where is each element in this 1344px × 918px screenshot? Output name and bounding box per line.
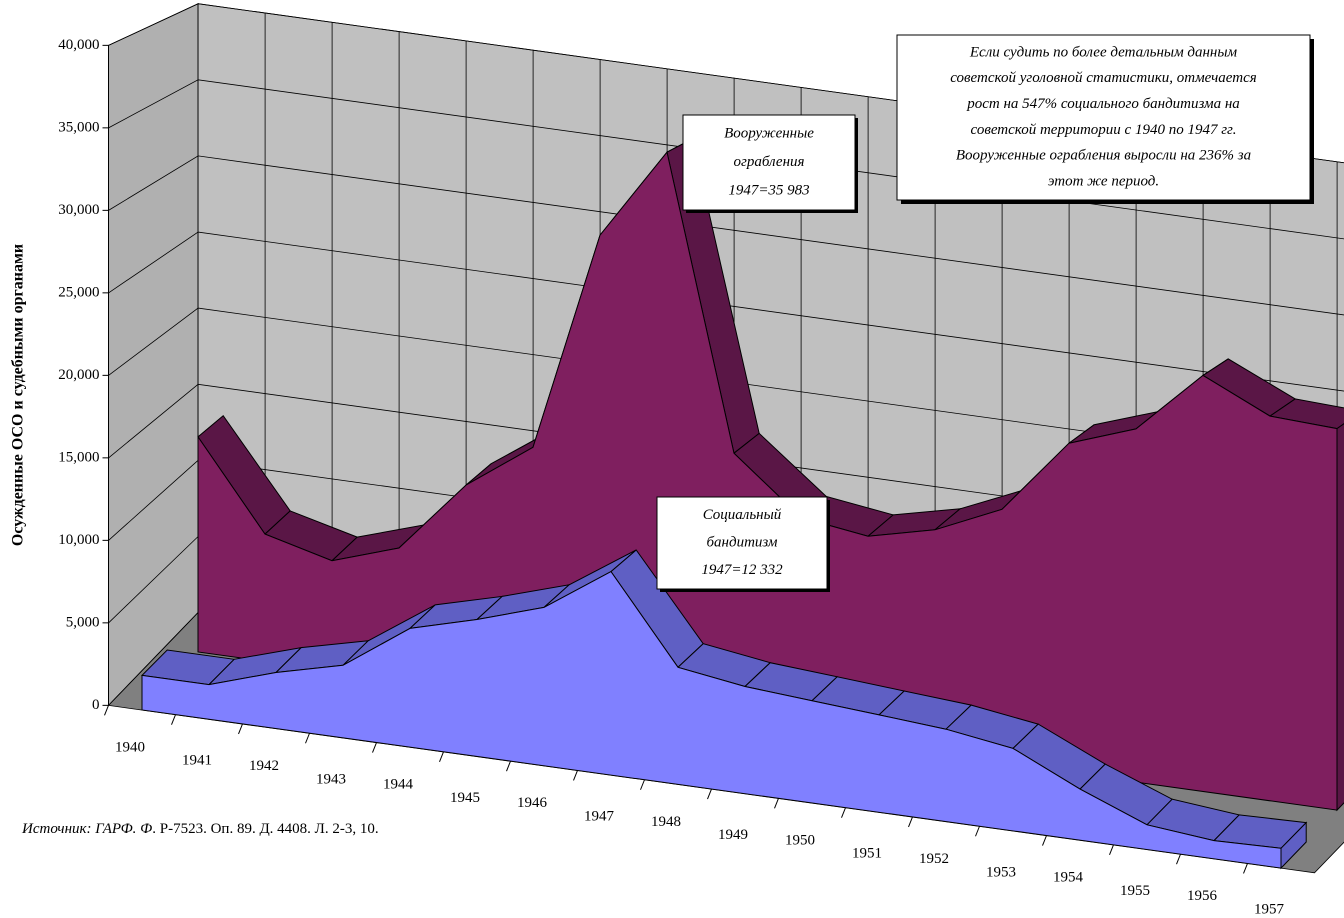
- annotation-text: Если судить по более детальным данным: [969, 44, 1238, 60]
- x-tick-label: 1940: [115, 739, 145, 755]
- x-tick-label: 1950: [785, 832, 815, 848]
- x-tick-label: 1952: [919, 851, 949, 867]
- x-tick: [439, 751, 444, 763]
- x-tick: [640, 779, 645, 790]
- annotation-text: советской территории с 1940 по 1947 гг.: [971, 122, 1237, 138]
- x-tick-label: 1955: [1120, 883, 1150, 899]
- x-tick-label: 1943: [316, 771, 346, 787]
- x-tick: [707, 788, 712, 800]
- x-tick: [774, 798, 779, 809]
- y-tick-label: 30,000: [58, 202, 99, 218]
- x-tick: [1243, 863, 1248, 874]
- area-end: [1336, 423, 1344, 812]
- x-tick-label: 1948: [651, 814, 681, 830]
- x-tick-label: 1951: [852, 846, 882, 862]
- x-tick-label: 1953: [986, 864, 1016, 880]
- annotation-box: [656, 496, 828, 590]
- x-tick: [238, 723, 243, 735]
- annotation-box: [896, 34, 1311, 201]
- grid-line: [108, 307, 1344, 468]
- x-tick: [841, 807, 846, 818]
- source-ref: . Р-7523. Оп. 89. Д. 4408. Л. 2-3, 10.: [152, 821, 378, 837]
- x-tick-label: 1942: [249, 758, 279, 774]
- x-tick: [908, 816, 913, 828]
- x-tick-label: 1946: [517, 795, 548, 811]
- x-tick-label: 1957: [1254, 902, 1285, 918]
- x-tick: [1042, 835, 1047, 846]
- y-tick-label: 10,000: [58, 532, 99, 548]
- annotation-box: [682, 114, 856, 211]
- annotation-text: этот же период.: [1048, 174, 1159, 190]
- x-tick-label: 1944: [383, 777, 414, 793]
- x-tick: [372, 742, 377, 753]
- annotation-text: Вооруженные ограбления выросли на 236% з…: [956, 148, 1251, 164]
- y-tick-label: 15,000: [58, 449, 99, 465]
- x-tick: [171, 714, 176, 725]
- y-axis-title: Осужденные ОСО и судебными органами: [10, 244, 27, 546]
- x-tick: [506, 760, 511, 772]
- annotation-text: бандитизм: [707, 534, 778, 550]
- x-tick: [305, 733, 310, 744]
- annotation-text: Социальный: [703, 507, 782, 523]
- x-tick-label: 1945: [450, 790, 480, 806]
- x-tick: [975, 826, 980, 837]
- y-tick-label: 35,000: [58, 119, 99, 135]
- annotation-text: рост на 547% социального бандитизма на: [966, 96, 1240, 112]
- x-tick: [1109, 844, 1114, 856]
- x-tick-label: 1956: [1187, 888, 1218, 904]
- x-tick: [573, 770, 578, 781]
- source: Источник: ГАРФ. Ф. Р-7523. Оп. 89. Д. 44…: [21, 821, 379, 837]
- x-tick-label: 1941: [182, 753, 212, 769]
- grid-line: [108, 231, 1344, 392]
- y-tick-label: 20,000: [58, 367, 99, 383]
- x-tick: [104, 705, 109, 716]
- annotation-text: 1947=12 332: [701, 562, 783, 578]
- left-wall: [108, 3, 199, 707]
- annotation-text: Вооруженные: [724, 126, 814, 142]
- annotation-text: ограбления: [733, 154, 804, 170]
- y-tick-label: 40,000: [58, 37, 99, 53]
- annotation-text: 1947=35 983: [728, 182, 809, 198]
- annotation-text: советской уголовной статистики, отмечает…: [950, 70, 1256, 86]
- x-tick: [1176, 853, 1181, 865]
- x-tick-label: 1954: [1053, 870, 1084, 886]
- y-tick-label: 25,000: [58, 284, 99, 300]
- x-tick-label: 1947: [584, 809, 615, 825]
- x-tick-label: 1949: [718, 827, 748, 843]
- area: [141, 570, 1282, 869]
- y-tick-label: 0: [92, 697, 100, 713]
- source-label: Источник: ГАРФ. Ф: [21, 821, 152, 837]
- grid-line: [108, 155, 1344, 316]
- y-tick-label: 5,000: [66, 614, 100, 630]
